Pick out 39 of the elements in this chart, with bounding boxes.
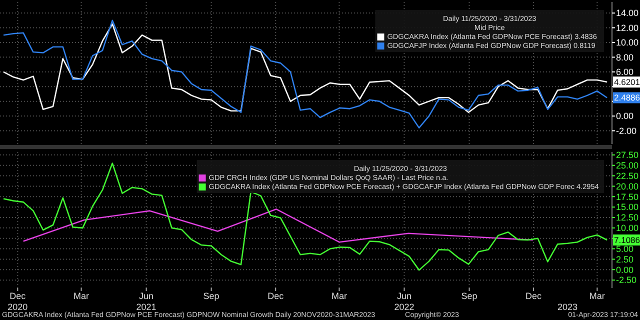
x2-tick-label: 2022 bbox=[394, 302, 414, 312]
y-tick-label: 12.50 bbox=[616, 212, 639, 223]
x-tick-label: Dec bbox=[526, 291, 542, 301]
x-tick-label: Sep bbox=[461, 291, 478, 301]
x-tick-label: Jun bbox=[396, 291, 412, 301]
x-tick-label: Jun bbox=[139, 291, 154, 301]
y-tick-label: 10.00 bbox=[616, 223, 639, 234]
y-tick-label: 5.00 bbox=[616, 244, 634, 254]
x-tick-label: Mar bbox=[331, 291, 347, 301]
x-tick-label: Dec bbox=[10, 291, 26, 301]
x2-tick-label: 2021 bbox=[136, 302, 156, 312]
y-tick-label: -2.50 bbox=[616, 275, 637, 286]
y-tick-label: 2.50 bbox=[616, 254, 634, 264]
x2-tick-label: 2023 bbox=[557, 302, 578, 312]
y-tick-label: 25.00 bbox=[616, 160, 639, 170]
y-tick-label: 14.00 bbox=[616, 8, 639, 18]
line-series bbox=[2, 162, 608, 271]
y-tick-label: 15.00 bbox=[616, 202, 639, 212]
y-tick-label: 20.00 bbox=[616, 181, 639, 192]
data-label: 2.4886 bbox=[614, 92, 640, 103]
line-series bbox=[22, 208, 534, 243]
y-tick-label: 8.00 bbox=[616, 52, 634, 62]
data-label: 4.6201 bbox=[614, 77, 640, 88]
y-tick-label: 27.50 bbox=[616, 150, 639, 160]
x-tick-label: Sep bbox=[203, 291, 220, 301]
y-tick-label: 12.00 bbox=[616, 22, 639, 33]
y-tick-label: 0.00 bbox=[616, 264, 634, 275]
y-tick-label: -2.00 bbox=[616, 126, 637, 136]
x-tick-label: Mar bbox=[74, 291, 90, 301]
x-tick-label: Mar bbox=[589, 291, 605, 301]
line-series bbox=[2, 23, 608, 114]
y-tick-label: 6.00 bbox=[616, 67, 634, 78]
x-tick-label: Dec bbox=[268, 291, 284, 301]
data-label: 7.1086 bbox=[614, 234, 640, 245]
y-tick-label: 17.50 bbox=[616, 192, 639, 202]
y-tick-label: 22.50 bbox=[616, 170, 639, 181]
y-tick-label: 0.00 bbox=[616, 111, 634, 122]
y-tick-label: 10.00 bbox=[616, 38, 639, 48]
x2-tick-label: 2020 bbox=[8, 302, 28, 312]
